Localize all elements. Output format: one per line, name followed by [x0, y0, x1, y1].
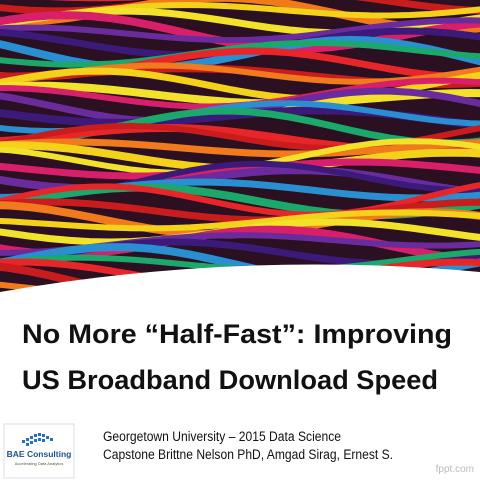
logo-tagline: Accelerating Data Analytics: [15, 461, 63, 466]
white-curve: [0, 264, 480, 300]
cable: [0, 35, 480, 73]
logo: BAE Consulting Accelerating Data Analyti…: [3, 423, 75, 479]
subtitle-line: Capstone Brittne Nelson PhD, Amgad Sirag…: [103, 447, 393, 462]
cable: [0, 138, 480, 158]
cable: [0, 209, 480, 232]
subtitle-line: Georgetown University – 2015 Data Scienc…: [103, 429, 341, 444]
title-line: US Broadband Download Speed: [22, 365, 438, 395]
title-line: No More “Half-Fast”: Improving: [22, 319, 452, 349]
cable: [0, 198, 480, 224]
logo-name: BAE Consulting: [7, 449, 72, 459]
content-area: [0, 299, 480, 480]
watermark: fppt.com: [436, 464, 474, 475]
logo-mark: [22, 433, 53, 446]
cable: [0, 39, 480, 68]
cable: [0, 182, 480, 218]
cable: [0, 17, 480, 44]
